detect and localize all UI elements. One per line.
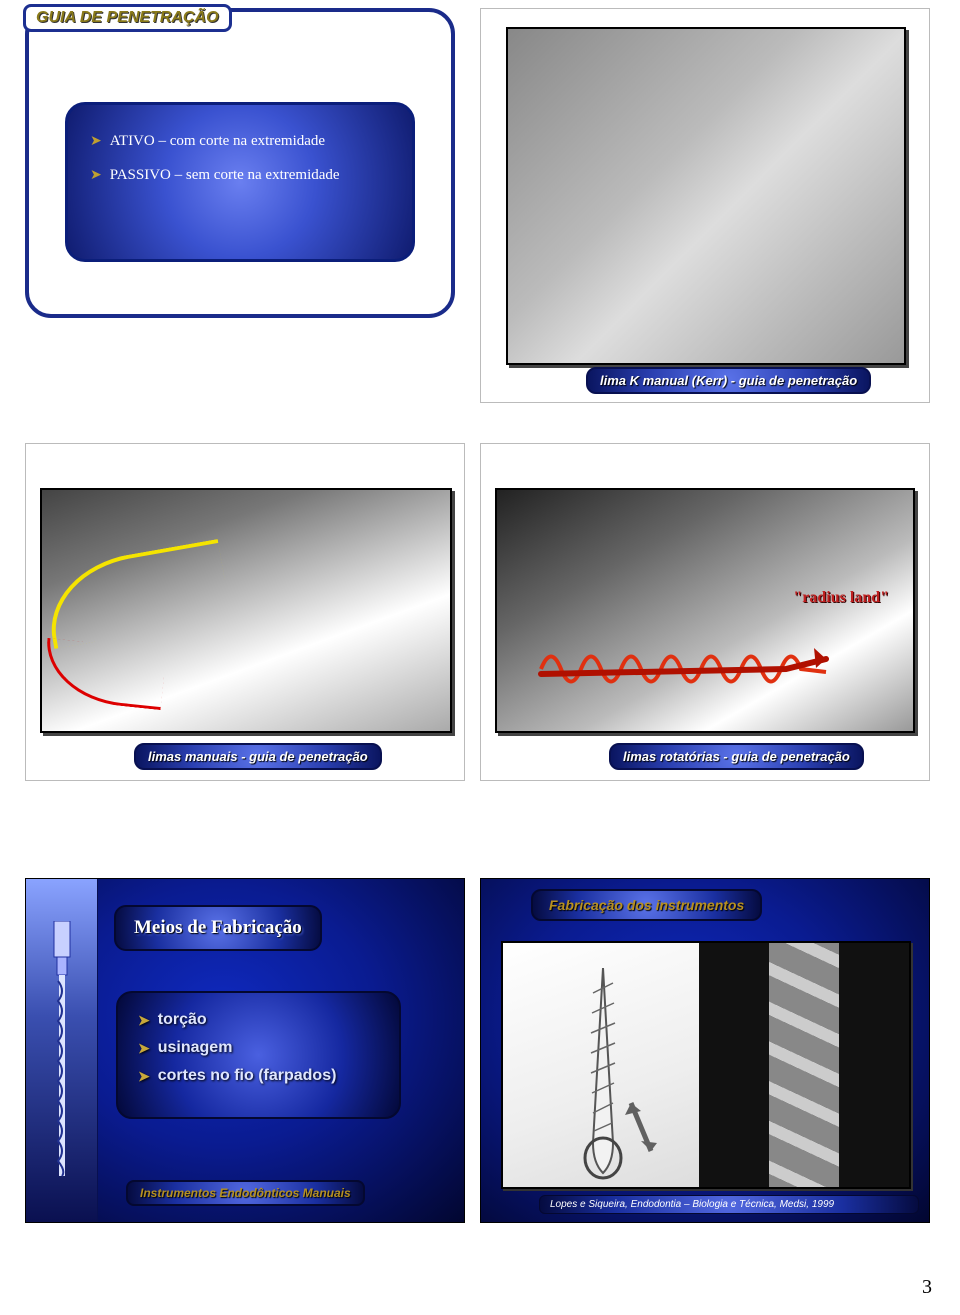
page: GUIA DE PENETRAÇÃO ➤ ATIVO – com corte n… bbox=[0, 0, 960, 1315]
slide-limas-rotatorias: "radius land" limas rotatórias - guia de… bbox=[480, 443, 930, 781]
arrow-icon: ➤ bbox=[90, 167, 102, 185]
wavy-arrow-icon bbox=[536, 634, 836, 684]
arrow-icon: ➤ bbox=[138, 1039, 150, 1057]
strip bbox=[699, 943, 769, 1187]
bullet: ➤ usinagem bbox=[138, 1039, 381, 1057]
bullet: ➤ PASSIVO – sem corte na extremidade bbox=[90, 167, 390, 185]
bullet-text: ATIVO – com corte na extremidade bbox=[110, 133, 325, 150]
figure-left-panel bbox=[503, 943, 703, 1187]
bullet: ➤ ATIVO – com corte na extremidade bbox=[90, 133, 390, 151]
slide5-footer: Instrumentos Endodônticos Manuais bbox=[126, 1180, 365, 1206]
slide5-title: Meios de Fabricação bbox=[114, 905, 322, 951]
file-diagram-icon bbox=[533, 963, 673, 1183]
arrow-icon: ➤ bbox=[138, 1011, 150, 1029]
caption: limas rotatórias - guia de penetração bbox=[609, 743, 864, 770]
side-strip bbox=[26, 879, 98, 1222]
bullet-text: PASSIVO – sem corte na extremidade bbox=[110, 167, 340, 184]
caption: limas manuais - guia de penetração bbox=[134, 743, 382, 770]
arrow-icon: ➤ bbox=[138, 1067, 150, 1085]
slide-lima-k-manual: lima K manual (Kerr) - guia de penetraçã… bbox=[480, 8, 930, 403]
figure bbox=[501, 941, 911, 1189]
slide-fabricacao-instrumentos: Fabricação dos instrumentos bbox=[480, 878, 930, 1223]
bullet: ➤ cortes no fio (farpados) bbox=[138, 1067, 381, 1085]
bullet-text: cortes no fio (farpados) bbox=[158, 1067, 337, 1085]
bullet-text: torção bbox=[158, 1011, 207, 1029]
strip bbox=[769, 943, 839, 1187]
bullet-text: usinagem bbox=[158, 1039, 233, 1057]
page-number: 3 bbox=[922, 1276, 932, 1299]
figure-right-panel bbox=[699, 943, 909, 1187]
radius-land-label: "radius land" bbox=[793, 589, 889, 607]
bullet: ➤ torção bbox=[138, 1011, 381, 1029]
slide-guia-penetracao: GUIA DE PENETRAÇÃO ➤ ATIVO – com corte n… bbox=[25, 8, 455, 318]
citation: Lopes e Siqueira, Endodontia – Biologia … bbox=[539, 1195, 919, 1214]
sem-image bbox=[495, 488, 915, 733]
sem-image bbox=[506, 27, 906, 365]
strip bbox=[839, 943, 909, 1187]
endo-file-icon bbox=[44, 921, 80, 1181]
slide6-title: Fabricação dos instrumentos bbox=[531, 889, 762, 921]
slide1-title: GUIA DE PENETRAÇÃO bbox=[23, 4, 232, 32]
slide1-body: ➤ ATIVO – com corte na extremidade ➤ PAS… bbox=[65, 102, 415, 262]
slide5-body: ➤ torção ➤ usinagem ➤ cortes no fio (far… bbox=[116, 991, 401, 1119]
arrow-icon: ➤ bbox=[90, 133, 102, 151]
slide-limas-manuais: limas manuais - guia de penetração bbox=[25, 443, 465, 781]
caption: lima K manual (Kerr) - guia de penetraçã… bbox=[586, 367, 871, 394]
slide-meios-fabricacao: Meios de Fabricação ➤ torção ➤ usinagem … bbox=[25, 878, 465, 1223]
